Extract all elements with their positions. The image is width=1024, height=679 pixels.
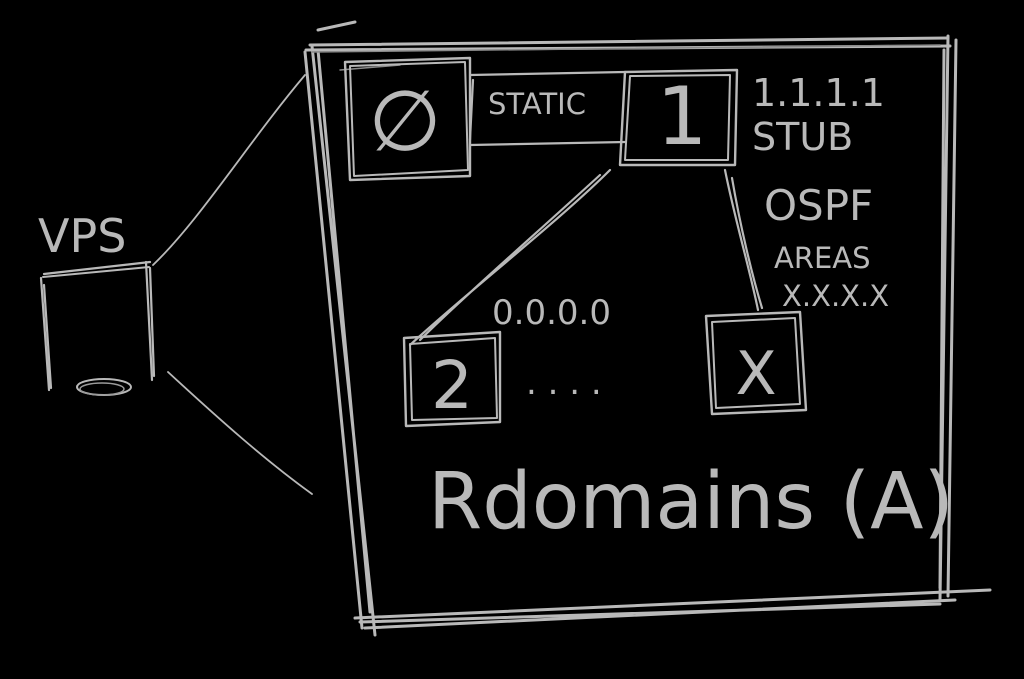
vps-label: VPS — [38, 209, 126, 263]
rdomains-outer-box — [303, 20, 992, 637]
static-label: STATIC — [488, 87, 586, 121]
stub-label: STUB — [752, 115, 853, 159]
static-route-link — [468, 70, 627, 147]
rdomains-label: Rdomains (A) — [428, 457, 954, 547]
link-1-to-x — [723, 168, 764, 312]
vps-box — [39, 260, 156, 396]
domain-0-box — [343, 56, 472, 182]
ellipsis-label: . . . . — [526, 363, 602, 403]
domain-2-label: 2 — [431, 347, 473, 424]
domain-0-label: ∅ — [368, 72, 441, 170]
backbone-area-label: 0.0.0.0 — [492, 293, 611, 333]
zoom-line-bottom — [167, 371, 313, 495]
domain-1-box — [618, 68, 739, 167]
domain-2-box — [402, 330, 502, 428]
domain-x-label: X — [735, 339, 776, 409]
domain-1-label: 1 — [657, 70, 708, 163]
zoom-line-top — [152, 74, 306, 266]
stub-ip-label: 1.1.1.1 — [752, 71, 885, 115]
link-1-to-2 — [408, 168, 612, 347]
ospf-label: OSPF — [764, 181, 873, 230]
area-pattern-label: X.X.X.X — [782, 279, 889, 313]
domain-x-box — [704, 310, 808, 416]
areas-label: AREAS — [774, 241, 871, 275]
